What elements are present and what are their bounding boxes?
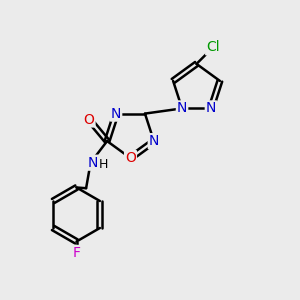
Text: H: H	[98, 158, 108, 171]
Text: N: N	[149, 134, 159, 148]
Text: N: N	[88, 156, 98, 170]
Text: F: F	[73, 246, 80, 260]
Text: O: O	[84, 112, 94, 127]
Text: O: O	[125, 151, 136, 165]
Text: N: N	[177, 101, 187, 116]
Text: N: N	[206, 101, 216, 116]
Text: N: N	[111, 106, 121, 121]
Text: Cl: Cl	[206, 40, 220, 54]
